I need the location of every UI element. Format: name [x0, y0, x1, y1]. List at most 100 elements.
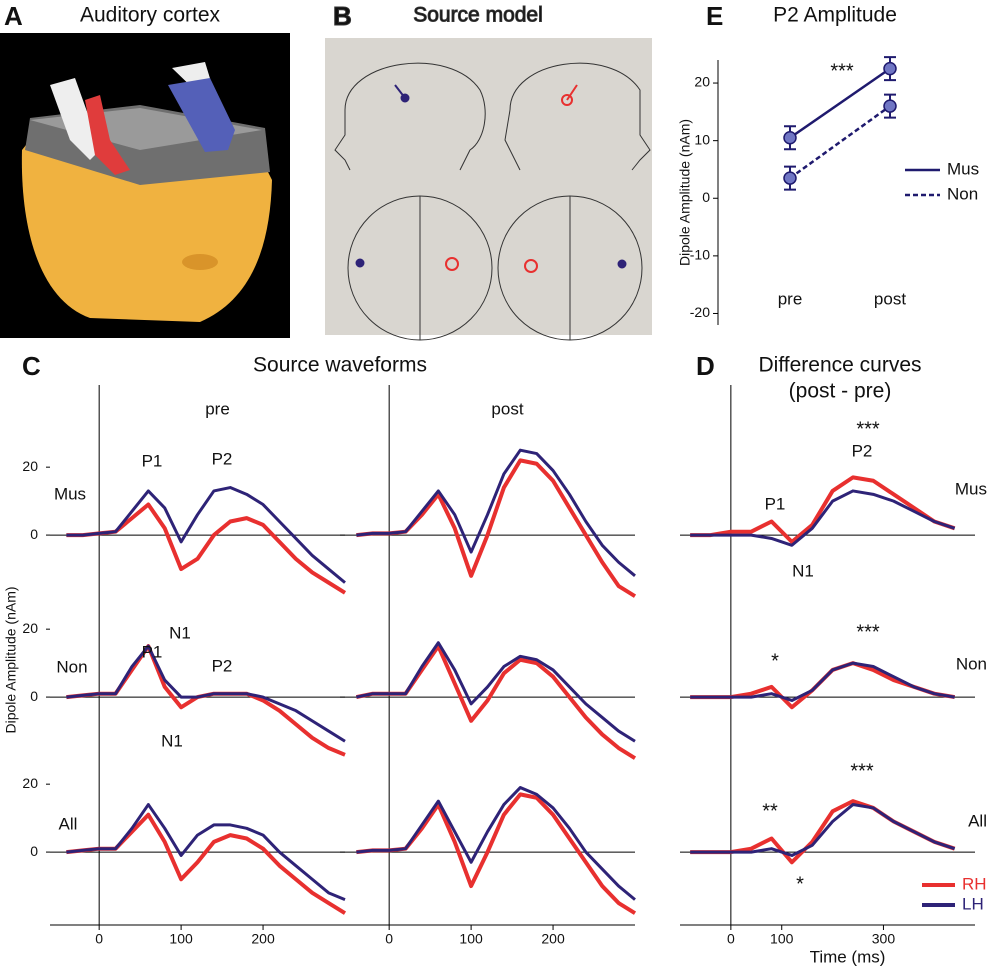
nose: [182, 254, 218, 270]
x-tick-label: post: [874, 289, 906, 308]
y-tick-label: 20: [22, 458, 38, 474]
panel-title: Difference curves: [758, 354, 921, 377]
waveform: [690, 803, 956, 857]
column-label: post: [491, 399, 523, 418]
y-tick-label: 20: [694, 74, 710, 90]
panel-letter: A: [4, 1, 23, 31]
waveform: [66, 486, 346, 584]
row-label: Non: [956, 654, 987, 673]
right-auditory-cortex: [85, 95, 130, 175]
waveform: [356, 792, 637, 915]
annotation: P2: [212, 656, 233, 675]
left-auditory-cortex: [168, 78, 235, 152]
panel-letter: C: [22, 351, 41, 381]
row-label: Mus: [54, 484, 86, 503]
y-tick-label: 0: [30, 526, 38, 542]
waveform: [690, 661, 955, 710]
diagram-background: [325, 38, 652, 335]
panel-title: P2 Amplitude: [773, 4, 897, 27]
y-tick-label: 20: [22, 775, 38, 791]
panel-a: A Auditory cortex: [0, 1, 290, 338]
x-tick-label: 100: [459, 931, 483, 947]
x-tick-label: 0: [727, 931, 735, 947]
data-point: [883, 99, 897, 113]
waveform: [356, 641, 636, 743]
waveform: [66, 502, 347, 595]
white-surface: [50, 78, 100, 160]
annotation: P1: [142, 451, 163, 470]
head: [21, 140, 272, 322]
panel-subtitle: (post - pre): [789, 380, 892, 403]
annotation: N1: [792, 561, 814, 580]
x-tick-label: 200: [541, 931, 565, 947]
y-tick-label: -10: [690, 247, 710, 263]
panel-letter: B: [333, 1, 352, 31]
annotation: ***: [856, 418, 880, 440]
dipole: [617, 259, 627, 269]
data-point: [883, 61, 897, 76]
panel-title: Source model: [413, 4, 543, 27]
panel-b: B Source model: [325, 0, 652, 341]
y-tick-label: 0: [702, 189, 710, 205]
legend-label: Mus: [947, 159, 979, 178]
waveform: [66, 644, 346, 743]
annotation: *: [796, 873, 804, 895]
annotation: *: [771, 650, 779, 672]
panel-letter: E: [706, 1, 723, 31]
series-line: [789, 105, 891, 180]
x-tick-label: 100: [770, 931, 794, 947]
waveform: [356, 786, 636, 901]
waveform: [355, 644, 637, 760]
data-point: [783, 131, 797, 145]
x-tick-label: 0: [95, 931, 103, 947]
y-axis-label: Dipole Amplitude (nAm): [3, 586, 19, 733]
y-tick-label: 0: [30, 843, 38, 859]
dipole: [561, 94, 573, 106]
legend-label: LH: [962, 894, 984, 913]
panel-title: Source waveforms: [253, 354, 427, 377]
x-tick-label: 300: [872, 931, 896, 947]
annotation: P2: [852, 441, 873, 460]
charts: E P2 Amplitude -20 -10 0 10 20 Dipole Amplitude…: [3, 1, 987, 967]
dipole-orientation: [566, 84, 578, 101]
annotation: N1: [161, 731, 183, 750]
waveform: [690, 475, 956, 544]
panel-letter: D: [696, 351, 715, 381]
y-tick-label: 10: [694, 131, 710, 147]
row-label: All: [968, 811, 987, 830]
series-line: [789, 67, 891, 139]
annotation: **: [762, 800, 778, 822]
waveform: [66, 644, 346, 757]
dipole: [445, 257, 459, 271]
annotation: ***: [856, 621, 880, 643]
x-tick-label: 0: [385, 931, 393, 947]
head-outline: [334, 62, 486, 171]
row-label: All: [59, 814, 78, 833]
legend-label: Non: [947, 184, 978, 203]
head-outline: [504, 62, 651, 171]
waveform: [690, 489, 956, 547]
significance: ***: [830, 60, 854, 82]
waveform: [690, 661, 955, 702]
y-axis-label: Dipole Amplitude (nAm): [677, 119, 693, 266]
x-tick-label: 200: [251, 931, 275, 947]
annotation: N1: [169, 623, 191, 642]
annotation: ***: [850, 760, 874, 782]
x-axis-label: Time (ms): [810, 947, 886, 966]
annotation: P2: [212, 449, 233, 468]
column-label: pre: [205, 399, 230, 418]
row-label: Non: [56, 657, 87, 676]
y-tick-label: 0: [30, 688, 38, 704]
y-tick-label: -20: [690, 304, 710, 320]
annotation: P1: [765, 494, 786, 513]
x-tick-label: 100: [169, 931, 193, 947]
waveform: [356, 458, 637, 598]
data-point: [783, 171, 797, 185]
legend-label: RH: [962, 874, 987, 893]
annotation: P1: [142, 642, 163, 661]
dipole: [355, 258, 365, 268]
panel-title: Auditory cortex: [80, 4, 221, 27]
row-label: Mus: [955, 479, 987, 498]
dipole-orientation: [394, 84, 406, 99]
